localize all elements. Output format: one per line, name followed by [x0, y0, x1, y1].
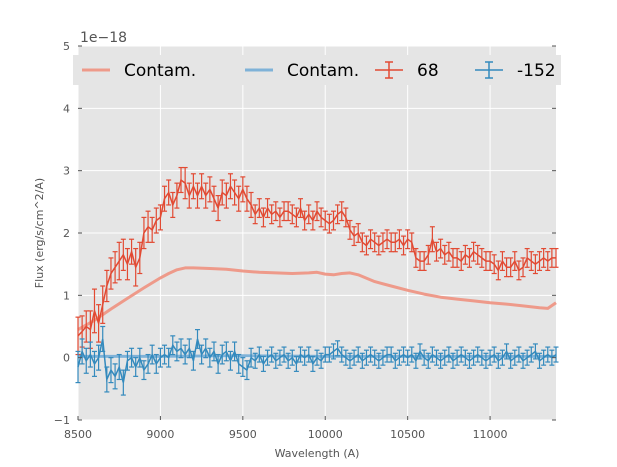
flux-line: [77, 178, 556, 337]
x-tick-label: 8500: [64, 428, 92, 441]
legend-item-3: -152: [475, 61, 556, 81]
axes-layer: 8500 9000 9500 10000 10500 11000 −1 0 1 2 3 4 5: [54, 40, 556, 441]
y-tick-label: −1: [54, 414, 70, 427]
legend-item-1: Contam.: [245, 61, 359, 81]
legend-item-0: Contam.: [82, 61, 196, 81]
series-layer: [75, 166, 559, 396]
y-axis-label: Flux (erg/s/cm^2/A): [33, 178, 46, 288]
x-axis-label: Wavelength (A): [275, 447, 360, 460]
series-2: [75, 166, 559, 356]
x-tick-label: 11000: [473, 428, 508, 441]
x-tick-label: 9000: [146, 428, 174, 441]
y-tick-label: 1: [63, 289, 70, 302]
y-tick-label: 2: [63, 227, 70, 240]
y-tick-label: 5: [63, 40, 70, 53]
series-0: [77, 266, 557, 331]
legend-item-2: 68: [375, 61, 439, 81]
legend: Contam. Contam. 68 -152: [73, 55, 561, 85]
x-tick-label: 10500: [390, 428, 425, 441]
y-tick-label: 0: [63, 352, 70, 365]
y-tick-label: 4: [63, 102, 70, 115]
y-offset-label: 1e−18: [80, 30, 127, 46]
flux-line: [77, 338, 557, 383]
x-tick-label: 9500: [229, 428, 257, 441]
contamination-line: [77, 266, 557, 331]
x-tick-label: 10000: [308, 428, 343, 441]
legend-label: 68: [417, 61, 439, 81]
legend-label: Contam.: [287, 61, 359, 81]
series-3: [75, 325, 559, 396]
legend-label: -152: [517, 61, 556, 81]
y-tick-label: 3: [63, 165, 70, 178]
legend-label: Contam.: [124, 61, 196, 81]
